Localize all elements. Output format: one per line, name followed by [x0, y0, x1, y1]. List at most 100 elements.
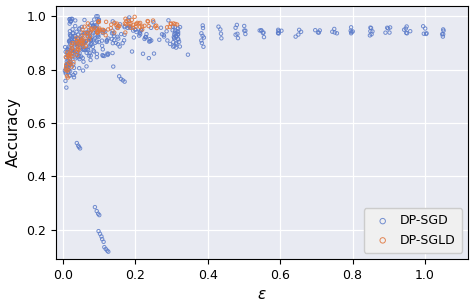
DP-SGD [174, 32, 182, 37]
DP-SGLD [100, 28, 108, 33]
DP-SGD [116, 22, 124, 27]
DP-SGD [82, 30, 90, 35]
DP-SGD [160, 32, 167, 37]
DP-SGD [70, 65, 78, 70]
DP-SGD [87, 38, 95, 43]
DP-SGD [278, 28, 285, 33]
DP-SGD [83, 50, 91, 55]
DP-SGD [90, 24, 97, 29]
DP-SGLD [95, 19, 102, 24]
DP-SGD [75, 54, 83, 59]
DP-SGD [96, 231, 104, 236]
DP-SGLD [63, 65, 70, 70]
DP-SGD [117, 76, 125, 81]
DP-SGLD [166, 25, 173, 30]
DP-SGD [240, 28, 248, 33]
DP-SGD [92, 28, 100, 33]
DP-SGD [136, 30, 144, 35]
DP-SGD [125, 24, 133, 29]
DP-SGD [143, 32, 150, 37]
DP-SGD [233, 22, 241, 27]
DP-SGD [64, 47, 72, 52]
DP-SGD [80, 59, 87, 64]
DP-SGD [146, 37, 154, 42]
DP-SGLD [135, 21, 142, 26]
DP-SGD [112, 40, 119, 45]
DP-SGLD [83, 30, 91, 35]
DP-SGD [73, 41, 81, 46]
DP-SGD [86, 36, 93, 41]
DP-SGD [86, 23, 94, 28]
DP-SGLD [80, 31, 87, 36]
DP-SGD [176, 44, 183, 49]
DP-SGLD [65, 51, 73, 56]
DP-SGD [200, 35, 208, 40]
DP-SGD [72, 56, 79, 61]
DP-SGD [115, 74, 123, 79]
DP-SGD [74, 51, 82, 55]
DP-SGD [93, 39, 100, 44]
DP-SGD [67, 19, 74, 24]
DP-SGD [78, 24, 86, 29]
DP-SGD [242, 28, 249, 33]
DP-SGD [86, 51, 93, 56]
DP-SGD [275, 31, 283, 36]
DP-SGD [89, 44, 97, 49]
DP-SGD [121, 25, 128, 30]
DP-SGLD [131, 14, 138, 19]
DP-SGLD [122, 22, 130, 27]
DP-SGD [155, 37, 163, 42]
DP-SGD [316, 28, 324, 33]
DP-SGD [74, 36, 82, 41]
DP-SGD [173, 42, 180, 47]
DP-SGD [62, 70, 70, 75]
DP-SGD [81, 47, 88, 52]
DP-SGD [79, 33, 86, 38]
DP-SGD [103, 38, 110, 43]
DP-SGLD [121, 21, 128, 26]
DP-SGD [419, 24, 427, 29]
DP-SGLD [110, 30, 118, 35]
DP-SGD [274, 31, 282, 36]
DP-SGD [84, 30, 91, 35]
DP-SGLD [167, 22, 175, 26]
DP-SGLD [64, 67, 72, 72]
DP-SGD [200, 44, 207, 49]
DP-SGLD [136, 24, 144, 29]
DP-SGD [369, 29, 376, 34]
DP-SGD [234, 31, 241, 36]
DP-SGD [64, 62, 71, 67]
DP-SGLD [99, 27, 107, 32]
DP-SGD [66, 32, 74, 37]
DP-SGLD [127, 21, 134, 26]
DP-SGD [403, 31, 411, 36]
DP-SGD [86, 31, 93, 36]
DP-SGLD [114, 24, 122, 29]
DP-SGD [65, 61, 73, 66]
DP-SGLD [123, 19, 130, 24]
DP-SGLD [73, 50, 81, 55]
DP-SGD [382, 30, 389, 35]
DP-SGD [69, 35, 76, 40]
DP-SGLD [85, 37, 93, 42]
DP-SGD [73, 140, 81, 145]
DP-SGD [79, 43, 87, 48]
DP-SGD [142, 35, 149, 40]
DP-SGD [74, 143, 82, 148]
DP-SGLD [93, 30, 101, 35]
X-axis label: $\varepsilon$: $\varepsilon$ [257, 287, 267, 302]
DP-SGD [170, 40, 177, 45]
DP-SGD [347, 25, 355, 30]
DP-SGD [234, 36, 242, 41]
DP-SGLD [81, 24, 88, 29]
DP-SGD [98, 234, 105, 239]
DP-SGD [100, 54, 108, 59]
DP-SGLD [141, 23, 148, 28]
DP-SGLD [95, 19, 103, 24]
DP-SGD [85, 44, 92, 49]
DP-SGLD [87, 26, 95, 31]
DP-SGD [101, 29, 109, 34]
DP-SGD [72, 24, 79, 29]
DP-SGD [79, 68, 87, 73]
DP-SGLD [129, 25, 137, 30]
